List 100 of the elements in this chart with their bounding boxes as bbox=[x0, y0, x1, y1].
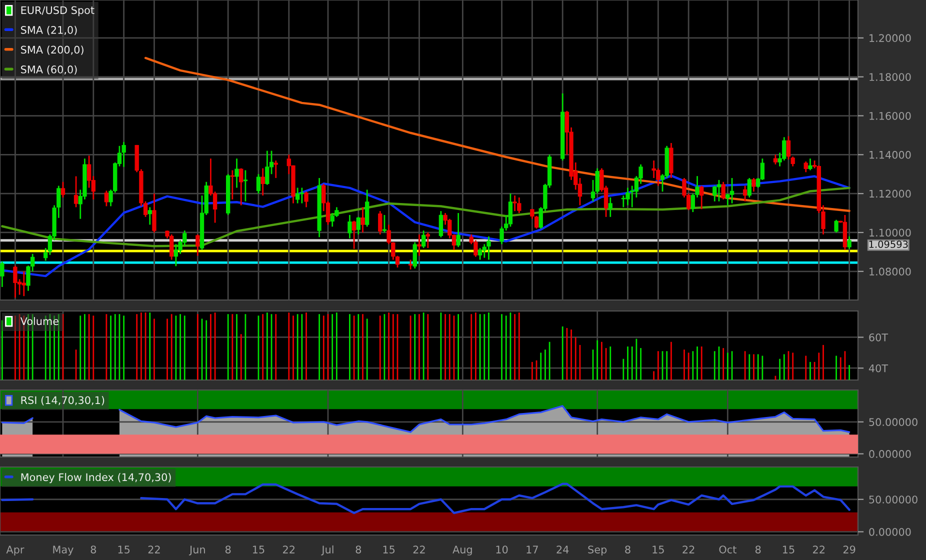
candlestick bbox=[352, 220, 356, 250]
x-tick-label: Apr bbox=[6, 546, 24, 556]
candlestick bbox=[716, 179, 722, 202]
candlestick bbox=[13, 264, 18, 298]
legend-label: RSI (14,70,30,1) bbox=[21, 396, 104, 406]
candlestick bbox=[274, 160, 278, 179]
x-tick-label: 15 bbox=[383, 546, 395, 554]
x-tick-label: 8 bbox=[625, 546, 630, 554]
y-tick-label: 1.20000 bbox=[870, 34, 911, 42]
x-tick-label: 22 bbox=[813, 546, 824, 554]
x-tick-label: 15 bbox=[118, 546, 130, 554]
candlestick bbox=[360, 206, 365, 234]
candlestick bbox=[230, 170, 235, 200]
legend-label: Volume bbox=[20, 317, 58, 326]
candlestick bbox=[356, 216, 360, 236]
x-tick-label: Aug bbox=[452, 546, 472, 556]
candlestick bbox=[747, 177, 752, 198]
x-tick-label: 8 bbox=[90, 546, 96, 554]
x-tick-label: May bbox=[53, 546, 74, 556]
candlestick bbox=[512, 194, 517, 212]
candlestick bbox=[847, 236, 852, 250]
candlestick bbox=[730, 177, 734, 204]
candlestick bbox=[478, 247, 482, 260]
line-series bbox=[144, 56, 850, 212]
y-tick-label: 1.12000 bbox=[870, 190, 911, 198]
x-tick-label: 22 bbox=[148, 546, 160, 554]
candlestick bbox=[148, 206, 152, 226]
y-tick-label: 0.00000 bbox=[869, 528, 911, 536]
x-tick-label: 8 bbox=[225, 546, 231, 554]
candlestick bbox=[22, 270, 26, 297]
candlestick bbox=[438, 210, 444, 238]
x-tick-label: Jul bbox=[321, 545, 334, 556]
candlestick bbox=[700, 185, 704, 210]
candlestick bbox=[304, 190, 308, 208]
candlestick bbox=[300, 187, 304, 204]
candlestick bbox=[808, 158, 812, 171]
candlestick bbox=[196, 234, 200, 257]
ref-line-label: 1.09593 bbox=[869, 240, 908, 248]
candlestick bbox=[786, 135, 791, 160]
legend-label: EUR/USD Spot bbox=[21, 6, 94, 16]
candlestick bbox=[0, 260, 4, 288]
candlestick bbox=[74, 176, 78, 208]
candlestick bbox=[378, 210, 382, 236]
x-tick-label: Sep bbox=[588, 546, 607, 556]
legend-label: SMA (21,0) bbox=[21, 26, 77, 36]
candlestick bbox=[752, 177, 756, 192]
candlestick bbox=[365, 188, 370, 228]
candlestick bbox=[721, 181, 726, 200]
y-tick-label: 1.18000 bbox=[870, 73, 911, 81]
candlestick bbox=[421, 230, 426, 249]
candlestick bbox=[486, 236, 491, 260]
candlestick bbox=[174, 243, 178, 267]
x-tick-label: 24 bbox=[556, 546, 569, 554]
candlestick bbox=[456, 212, 460, 248]
candlestick bbox=[804, 160, 808, 173]
y-tick-label: 1.10000 bbox=[870, 228, 911, 237]
x-tick-label: 15 bbox=[652, 546, 664, 554]
x-tick-label: 22 bbox=[682, 546, 694, 554]
candlestick bbox=[417, 234, 422, 257]
candlestick bbox=[295, 187, 300, 204]
x-tick-label: 29 bbox=[843, 546, 856, 554]
x-tick-label: 10 bbox=[496, 546, 508, 554]
y-tick-label: 50.00000 bbox=[869, 496, 918, 504]
candlestick bbox=[834, 219, 838, 234]
candlestick bbox=[790, 156, 795, 168]
x-tick-label: 15 bbox=[253, 546, 264, 554]
candlestick bbox=[626, 187, 630, 206]
candlestick bbox=[712, 185, 717, 202]
candlestick bbox=[104, 190, 109, 207]
x-tick-label: 8 bbox=[356, 546, 362, 554]
x-tick-label: 8 bbox=[755, 546, 761, 554]
x-tick-label: 15 bbox=[783, 546, 794, 554]
y-tick-label: 60T bbox=[869, 333, 888, 342]
candlestick bbox=[595, 168, 600, 194]
legend-label: SMA (200,0) bbox=[21, 46, 84, 55]
candlestick bbox=[60, 181, 66, 198]
y-tick-label: 50.00000 bbox=[869, 418, 918, 426]
x-tick-label: Oct bbox=[719, 546, 736, 554]
candlestick bbox=[412, 242, 417, 270]
candlestick bbox=[426, 232, 430, 249]
candlestick bbox=[408, 259, 413, 270]
x-tick-label: 17 bbox=[526, 546, 538, 554]
candlestick bbox=[742, 185, 748, 202]
x-tick-label: 22 bbox=[413, 546, 425, 554]
candlestick bbox=[773, 154, 778, 166]
y-tick-label: 40T bbox=[868, 364, 888, 372]
candlestick bbox=[234, 158, 239, 188]
candlestick bbox=[382, 214, 387, 234]
x-tick-label: Jun bbox=[188, 546, 205, 556]
candlestick bbox=[239, 168, 244, 206]
legend-label: Money Flow Index (14,70,30) bbox=[21, 473, 171, 484]
candlestick bbox=[508, 192, 513, 228]
x-tick-label: 22 bbox=[283, 546, 294, 554]
candlestick bbox=[256, 173, 261, 194]
candlestick bbox=[122, 141, 126, 168]
y-tick-label: 1.16000 bbox=[870, 112, 911, 120]
line-series bbox=[1, 186, 850, 248]
candlestick bbox=[265, 150, 270, 186]
legend-label: SMA (60,0) bbox=[21, 65, 77, 75]
y-tick-label: 0.00000 bbox=[869, 450, 911, 458]
